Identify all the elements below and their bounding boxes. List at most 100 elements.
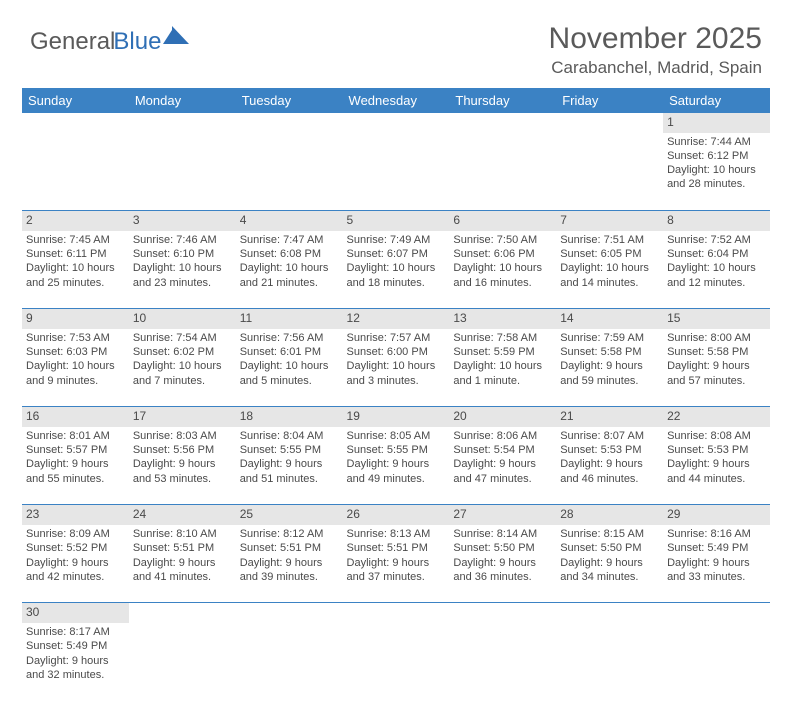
daylight-text: and 47 minutes.: [453, 472, 552, 486]
page-title: November 2025: [549, 22, 762, 56]
day-number-cell: [663, 603, 770, 623]
sunrise-text: Sunrise: 8:10 AM: [133, 527, 232, 541]
day-detail-cell: [236, 623, 343, 701]
daylight-text: Daylight: 9 hours: [560, 457, 659, 471]
sunset-text: Sunset: 5:53 PM: [667, 443, 766, 457]
day-detail-cell: Sunrise: 7:50 AMSunset: 6:06 PMDaylight:…: [449, 231, 556, 309]
day-detail-cell: Sunrise: 7:53 AMSunset: 6:03 PMDaylight:…: [22, 329, 129, 407]
logo-text-2: Blue: [113, 28, 161, 56]
day-number-cell: [236, 603, 343, 623]
day-number-cell: 18: [236, 407, 343, 427]
daylight-text: and 23 minutes.: [133, 276, 232, 290]
day-detail-cell: Sunrise: 8:14 AMSunset: 5:50 PMDaylight:…: [449, 525, 556, 603]
sunset-text: Sunset: 6:12 PM: [667, 149, 766, 163]
daylight-text: Daylight: 9 hours: [133, 457, 232, 471]
daylight-text: Daylight: 10 hours: [560, 261, 659, 275]
day-number-cell: [449, 603, 556, 623]
day-number-cell: 21: [556, 407, 663, 427]
day-detail-cell: Sunrise: 8:17 AMSunset: 5:49 PMDaylight:…: [22, 623, 129, 701]
day-detail-cell: Sunrise: 8:07 AMSunset: 5:53 PMDaylight:…: [556, 427, 663, 505]
day-detail-cell: Sunrise: 8:12 AMSunset: 5:51 PMDaylight:…: [236, 525, 343, 603]
daylight-text: and 51 minutes.: [240, 472, 339, 486]
sunrise-text: Sunrise: 8:00 AM: [667, 331, 766, 345]
day-detail-cell: [236, 133, 343, 211]
day-number-cell: 19: [343, 407, 450, 427]
sunrise-text: Sunrise: 8:08 AM: [667, 429, 766, 443]
sunset-text: Sunset: 6:10 PM: [133, 247, 232, 261]
day-detail-cell: [129, 133, 236, 211]
daylight-text: and 5 minutes.: [240, 374, 339, 388]
daylight-text: Daylight: 10 hours: [240, 261, 339, 275]
daylight-text: Daylight: 10 hours: [133, 261, 232, 275]
sunset-text: Sunset: 6:00 PM: [347, 345, 446, 359]
daylight-text: and 46 minutes.: [560, 472, 659, 486]
day-detail-cell: Sunrise: 7:59 AMSunset: 5:58 PMDaylight:…: [556, 329, 663, 407]
daylight-text: and 57 minutes.: [667, 374, 766, 388]
sunset-text: Sunset: 6:11 PM: [26, 247, 125, 261]
day-detail-cell: Sunrise: 8:10 AMSunset: 5:51 PMDaylight:…: [129, 525, 236, 603]
sunrise-text: Sunrise: 8:15 AM: [560, 527, 659, 541]
day-detail-cell: Sunrise: 8:00 AMSunset: 5:58 PMDaylight:…: [663, 329, 770, 407]
day-number-row: 16171819202122: [22, 407, 770, 427]
sunrise-text: Sunrise: 7:58 AM: [453, 331, 552, 345]
daylight-text: and 59 minutes.: [560, 374, 659, 388]
sunrise-text: Sunrise: 7:47 AM: [240, 233, 339, 247]
sunrise-text: Sunrise: 7:46 AM: [133, 233, 232, 247]
sunset-text: Sunset: 5:51 PM: [133, 541, 232, 555]
day-detail-cell: Sunrise: 7:57 AMSunset: 6:00 PMDaylight:…: [343, 329, 450, 407]
sunrise-text: Sunrise: 7:59 AM: [560, 331, 659, 345]
sunrise-text: Sunrise: 8:09 AM: [26, 527, 125, 541]
daylight-text: Daylight: 10 hours: [240, 359, 339, 373]
day-detail-cell: [343, 623, 450, 701]
sunrise-text: Sunrise: 7:51 AM: [560, 233, 659, 247]
day-detail-cell: Sunrise: 8:15 AMSunset: 5:50 PMDaylight:…: [556, 525, 663, 603]
sunset-text: Sunset: 6:03 PM: [26, 345, 125, 359]
sunset-text: Sunset: 5:58 PM: [560, 345, 659, 359]
day-number-cell: [449, 113, 556, 133]
day-number-row: 23242526272829: [22, 505, 770, 525]
sunset-text: Sunset: 5:50 PM: [453, 541, 552, 555]
day-number-cell: [343, 603, 450, 623]
daylight-text: and 53 minutes.: [133, 472, 232, 486]
location-label: Carabanchel, Madrid, Spain: [549, 58, 762, 78]
daylight-text: Daylight: 10 hours: [667, 163, 766, 177]
day-detail-cell: [449, 623, 556, 701]
sunset-text: Sunset: 5:52 PM: [26, 541, 125, 555]
daylight-text: Daylight: 9 hours: [26, 654, 125, 668]
day-number-cell: 10: [129, 309, 236, 329]
daylight-text: Daylight: 9 hours: [240, 556, 339, 570]
day-number-cell: 23: [22, 505, 129, 525]
sunrise-text: Sunrise: 7:54 AM: [133, 331, 232, 345]
day-detail-row: Sunrise: 7:53 AMSunset: 6:03 PMDaylight:…: [22, 329, 770, 407]
day-number-cell: 13: [449, 309, 556, 329]
day-number-cell: [129, 113, 236, 133]
day-detail-cell: Sunrise: 7:56 AMSunset: 6:01 PMDaylight:…: [236, 329, 343, 407]
daylight-text: and 3 minutes.: [347, 374, 446, 388]
sunset-text: Sunset: 6:05 PM: [560, 247, 659, 261]
daylight-text: Daylight: 10 hours: [453, 261, 552, 275]
day-detail-cell: Sunrise: 8:05 AMSunset: 5:55 PMDaylight:…: [343, 427, 450, 505]
day-detail-cell: Sunrise: 7:51 AMSunset: 6:05 PMDaylight:…: [556, 231, 663, 309]
sunrise-text: Sunrise: 8:17 AM: [26, 625, 125, 639]
calendar: Sunday Monday Tuesday Wednesday Thursday…: [22, 88, 770, 701]
sunrise-text: Sunrise: 7:45 AM: [26, 233, 125, 247]
daylight-text: Daylight: 10 hours: [667, 261, 766, 275]
logo: General Blue: [30, 28, 191, 56]
sunset-text: Sunset: 5:53 PM: [560, 443, 659, 457]
day-number-cell: 4: [236, 211, 343, 231]
sunset-text: Sunset: 5:59 PM: [453, 345, 552, 359]
day-number-cell: 7: [556, 211, 663, 231]
sunset-text: Sunset: 5:55 PM: [240, 443, 339, 457]
daylight-text: and 37 minutes.: [347, 570, 446, 584]
weekday-header: Tuesday: [236, 88, 343, 113]
day-number-cell: [129, 603, 236, 623]
logo-flag-icon: [163, 26, 191, 46]
sunset-text: Sunset: 5:56 PM: [133, 443, 232, 457]
calendar-table: Sunday Monday Tuesday Wednesday Thursday…: [22, 88, 770, 701]
daylight-text: and 1 minute.: [453, 374, 552, 388]
day-number-cell: 20: [449, 407, 556, 427]
daylight-text: and 12 minutes.: [667, 276, 766, 290]
day-detail-cell: Sunrise: 7:52 AMSunset: 6:04 PMDaylight:…: [663, 231, 770, 309]
day-detail-cell: Sunrise: 7:47 AMSunset: 6:08 PMDaylight:…: [236, 231, 343, 309]
day-detail-cell: [343, 133, 450, 211]
